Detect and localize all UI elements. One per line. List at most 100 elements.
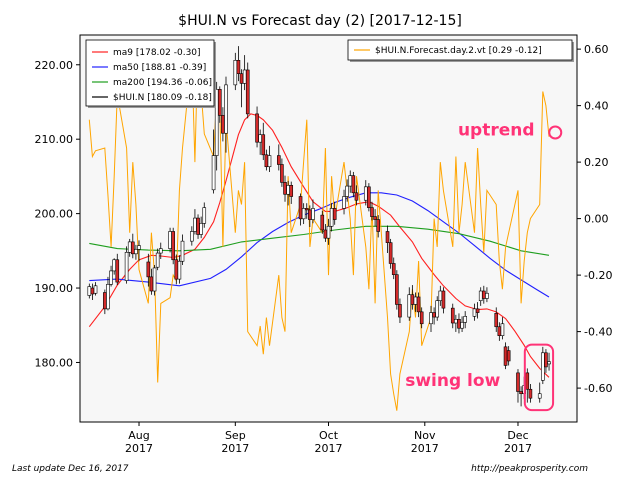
candle-down <box>149 276 154 292</box>
candle-up <box>363 186 368 201</box>
series-line-ma200 <box>89 225 550 256</box>
x-tick-year: 2017 <box>315 442 343 455</box>
candle-up <box>541 352 545 381</box>
candle-up <box>155 252 160 268</box>
candle-down <box>525 372 530 390</box>
x-tick-year: 2017 <box>221 442 249 455</box>
candle-up <box>500 323 505 336</box>
candle-up <box>326 225 331 239</box>
legend-label: $HUI.N.Forecast.day.2.vt [0.29 -0.12] <box>375 46 542 56</box>
x-tick-label: Oct <box>319 429 339 442</box>
right-tick-label: 0.40 <box>584 100 609 113</box>
right-tick-label: -0.60 <box>584 382 612 395</box>
candle-up <box>435 300 440 318</box>
right-tick-label: -0.40 <box>584 326 612 339</box>
candle-up <box>311 208 315 220</box>
candle-down <box>264 154 269 168</box>
candle-up <box>537 393 542 399</box>
candle-down <box>217 89 222 116</box>
candle-down <box>419 311 424 325</box>
candle-up <box>472 308 477 317</box>
plot-frame <box>79 34 578 423</box>
candle-down <box>289 185 294 197</box>
candle-up <box>485 292 489 299</box>
candle-down <box>497 326 502 336</box>
left-tick-label: 200.00 <box>35 208 74 221</box>
candle-up <box>137 245 141 250</box>
legend-label: $HUI.N [180.09 -0.18] <box>113 93 212 103</box>
candle-up <box>134 249 138 255</box>
candle-up <box>478 290 483 301</box>
candle-up <box>152 267 157 292</box>
candle-down <box>90 287 95 295</box>
candle-down <box>276 155 281 165</box>
chart-title: $HUI.N vs Forecast day (2) [2017-12-15] <box>178 13 462 29</box>
candle-down <box>308 209 312 220</box>
candle-up <box>211 155 216 191</box>
annotations: uptrend swing low <box>405 120 563 412</box>
candle-up <box>109 270 113 285</box>
candle-up <box>214 89 219 156</box>
right-axis-ticks: -0.60 -0.40 -0.20 0.00 0.20 0.40 0.60 <box>577 43 612 395</box>
candle-down <box>475 308 480 313</box>
candle-down <box>450 307 455 324</box>
candle-up <box>329 208 334 227</box>
candle-up <box>199 222 203 235</box>
legend-left: ma9 [178.02 -0.30] ma50 [188.81 -0.39] ma2… <box>85 39 216 108</box>
right-tick-label: 0.00 <box>584 213 609 226</box>
candle-down <box>395 274 399 305</box>
candle-down <box>304 208 309 211</box>
candle-up <box>127 241 132 253</box>
x-tick-label: Aug <box>128 429 149 442</box>
x-tick-label: Dec <box>507 429 528 442</box>
candle-down <box>391 263 396 275</box>
candle-up <box>106 284 110 310</box>
candle-up <box>224 84 228 134</box>
candle-up <box>301 208 306 220</box>
annotation-swing-low: swing low <box>405 371 500 391</box>
annotation-uptrend: uptrend <box>458 120 535 140</box>
candle-down <box>388 242 393 264</box>
x-tick-label: Sep <box>225 429 246 442</box>
candle-down <box>416 296 421 313</box>
x-tick-year: 2017 <box>411 442 439 455</box>
legend-label: ma50 [188.81 -0.39] <box>113 63 206 73</box>
candle-down <box>506 350 511 362</box>
candle-down <box>103 292 107 310</box>
candle-up <box>407 294 412 318</box>
left-axis-ticks: 180.00 190.00 200.00 210.00 220.00 <box>35 59 80 369</box>
candle-up <box>177 260 182 280</box>
right-tick-label: 0.20 <box>584 156 609 169</box>
right-tick-label: 0.60 <box>584 43 609 56</box>
candle-up <box>202 207 207 224</box>
candle-up <box>233 60 238 86</box>
candle-up <box>180 240 185 262</box>
footer-source-url: http://peakprosperity.com <box>471 464 588 474</box>
candle-up <box>460 321 464 329</box>
candle-down <box>457 318 461 329</box>
candle-up <box>87 286 92 296</box>
candle-down <box>494 313 499 328</box>
candle-up <box>438 290 443 301</box>
left-tick-label: 180.00 <box>35 356 74 369</box>
legend-box <box>85 39 215 107</box>
candle-down <box>239 73 244 84</box>
x-tick-year: 2017 <box>125 442 153 455</box>
candle-down <box>236 60 241 74</box>
candle-up <box>124 252 129 281</box>
candle-up <box>112 259 116 272</box>
candle-down <box>221 115 225 134</box>
candle-down <box>519 391 523 395</box>
x-tick-label: Nov <box>414 429 436 442</box>
candle-down <box>196 217 200 235</box>
candle-down <box>528 388 533 399</box>
candle-down <box>544 352 548 368</box>
left-tick-label: 210.00 <box>35 133 74 146</box>
candle-down <box>255 113 259 143</box>
candle-down <box>373 216 377 220</box>
candle-down <box>482 290 486 299</box>
candle-up <box>93 285 98 294</box>
